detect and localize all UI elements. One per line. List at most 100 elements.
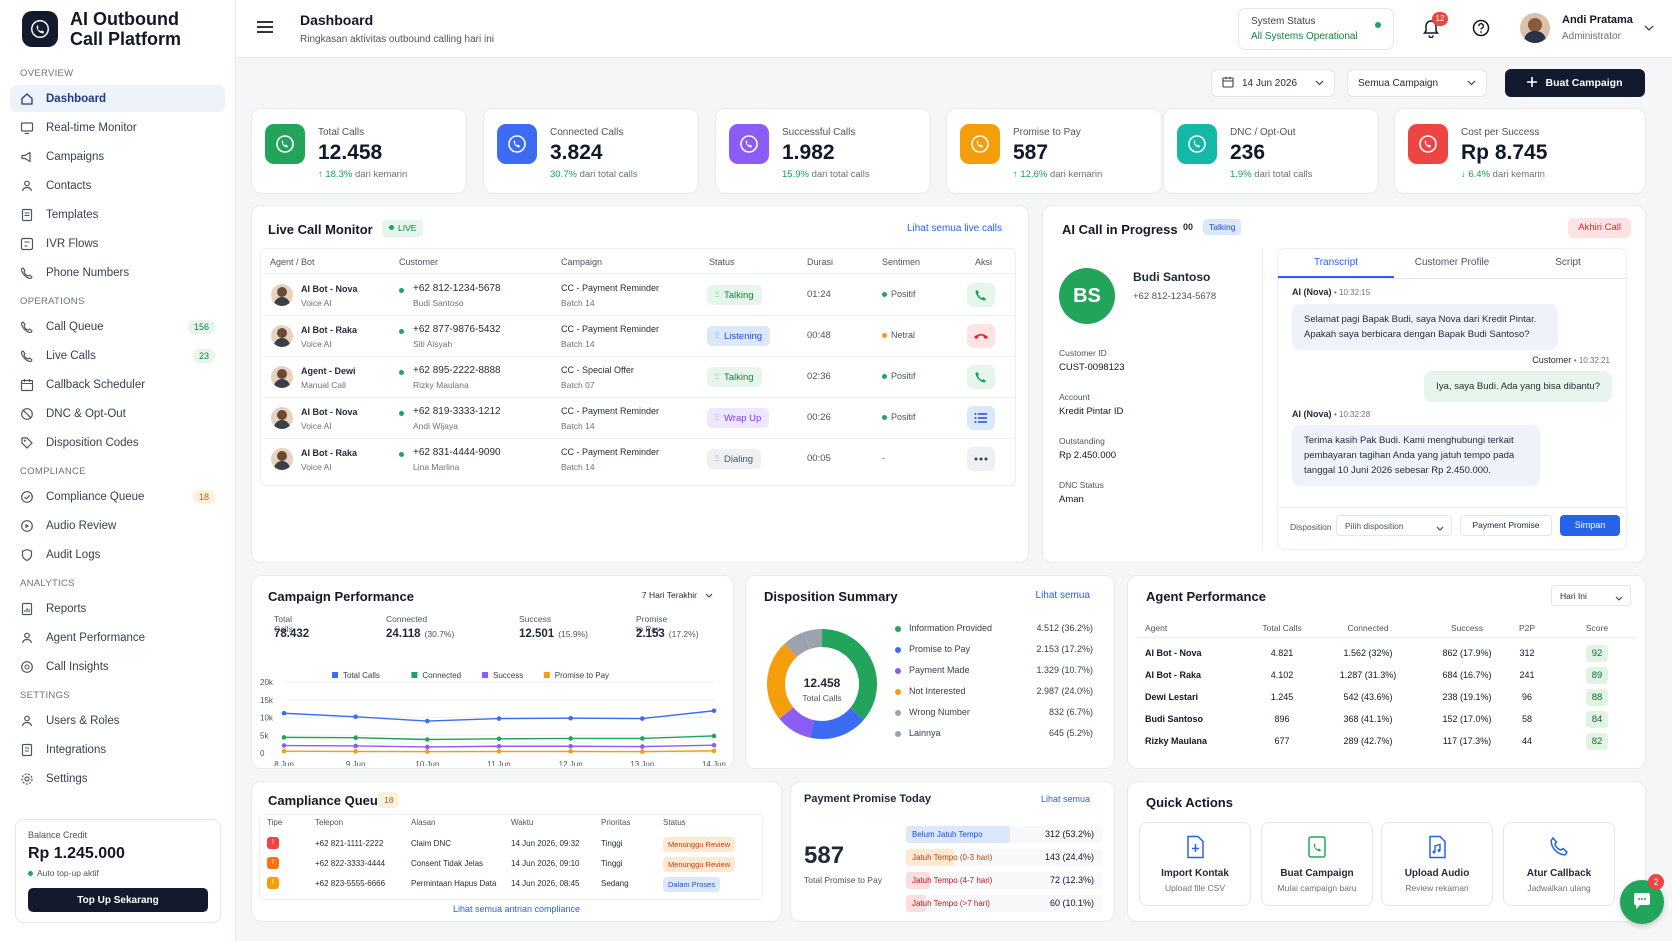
- more-icon-button[interactable]: [967, 447, 995, 471]
- kpi-card[interactable]: Promise to Pay 587 ↑ 12.6% dari kemarin: [946, 108, 1162, 194]
- user-name[interactable]: Andi Pratama: [1562, 14, 1633, 26]
- balance-label: Balance Credit: [28, 830, 88, 840]
- table-row[interactable]: AI Bot - Raka Voice AI +62 831-4444-9090 Li…: [261, 439, 1015, 480]
- nav-item-realtime-monitor[interactable]: Real-time Monitor: [10, 114, 225, 141]
- upload-audio-button[interactable]: Upload Audio Review rekaman: [1381, 822, 1493, 906]
- nav-item-call-queue[interactable]: Call Queue 156: [10, 313, 225, 340]
- nav-item-compliance-queue[interactable]: Compliance Queue 18: [10, 483, 225, 510]
- nav-item-disposition-codes[interactable]: Disposition Codes: [10, 429, 225, 456]
- chevron-down-icon[interactable]: [1644, 22, 1654, 34]
- nav-item-settings[interactable]: Settings: [10, 765, 225, 792]
- table-row[interactable]: AI Bot - Nova Voice AI +62 819-3333-1212 An…: [261, 398, 1015, 439]
- compliance-status[interactable]: Dalam Proses: [663, 877, 721, 892]
- topup-button[interactable]: Top Up Sekarang: [28, 888, 208, 912]
- nav-item-label: Templates: [46, 208, 99, 221]
- data-point: [568, 749, 573, 754]
- agent-range-select[interactable]: Hari Ini: [1551, 585, 1631, 606]
- compliance-phone: +62 821-1111-2222: [315, 839, 384, 848]
- online-dot-icon: [399, 452, 404, 457]
- end-call-button[interactable]: Akhiri Call: [1568, 218, 1631, 238]
- campaign-name: CC - Payment Reminder: [561, 406, 660, 416]
- kpi-card[interactable]: Connected Calls 3.824 30.7% dari total cal…: [483, 108, 699, 194]
- kpi-card[interactable]: Cost per Success Rp 8.745 ↓ 6.4% dari kema…: [1394, 108, 1646, 194]
- nav-item-dnc-opt-out[interactable]: DNC & Opt-Out: [10, 400, 225, 427]
- compliance-view-all-link[interactable]: Lihat semua antrian compliance: [452, 904, 581, 914]
- kpi-note: dari total calls: [808, 169, 870, 180]
- system-status-value: All Systems Operational: [1251, 31, 1358, 42]
- campaign-range-select[interactable]: 7 Hari Terakhir: [642, 590, 713, 600]
- promise-bucket: Belum Jatuh Tempo: [912, 830, 983, 839]
- nav-item-integrations[interactable]: Integrations: [10, 736, 225, 763]
- kpi-delta: 1.9%: [1230, 169, 1252, 180]
- schedule-callback-button[interactable]: Atur Callback Jadwalkan ulang: [1503, 822, 1615, 906]
- brand[interactable]: AI Outbound Call Platform: [0, 0, 235, 58]
- legend-label: Success: [493, 671, 523, 680]
- disposition-view-all-link[interactable]: Lihat semua: [1035, 590, 1090, 601]
- help-icon[interactable]: [1472, 19, 1490, 40]
- promise-row[interactable]: Jatuh Tempo (0-3 hari) 143 (24.4%): [906, 849, 1102, 866]
- tab-customer-profile[interactable]: Customer Profile: [1414, 257, 1490, 268]
- campaign-select[interactable]: Semua Campaign: [1347, 69, 1487, 97]
- agent-icon: [20, 631, 34, 645]
- kpi-card[interactable]: Total Calls 12.458 ↑ 18.3% dari kemarin: [251, 108, 467, 194]
- date-picker[interactable]: 14 Jun 2026: [1211, 69, 1335, 97]
- nav-item-contacts[interactable]: Contacts: [10, 172, 225, 199]
- legend-dot-icon: [895, 626, 901, 632]
- compliance-status[interactable]: Menunggu Review: [663, 857, 736, 872]
- tab-script[interactable]: Script: [1555, 257, 1581, 268]
- disposition-select[interactable]: Pilih disposition: [1336, 515, 1452, 536]
- nav-item-audit-logs[interactable]: Audit Logs: [10, 541, 225, 568]
- nav-item-users-roles[interactable]: Users & Roles: [10, 707, 225, 734]
- nav-item-reports[interactable]: Reports: [10, 595, 225, 622]
- agent-metric: 44: [1521, 736, 1532, 746]
- kpi-subtext: 30.7% dari total calls: [550, 169, 638, 180]
- data-point: [496, 716, 502, 721]
- kpi-card[interactable]: DNC / Opt-Out 236 1.9% dari total calls: [1163, 108, 1379, 194]
- table-row[interactable]: Agent - Dewi Manual Call +62 895-2222-8888…: [261, 357, 1015, 398]
- legend-label: Total Calls: [343, 671, 380, 680]
- list-icon-button[interactable]: [967, 406, 995, 430]
- call-icon-button[interactable]: [967, 365, 995, 389]
- chevron-down-icon: [1467, 78, 1476, 89]
- save-button[interactable]: Simpan: [1560, 515, 1620, 536]
- nav-item-audio-review[interactable]: Audio Review: [10, 512, 225, 539]
- compliance-status[interactable]: Menunggu Review: [663, 837, 736, 852]
- avatar[interactable]: [1520, 13, 1550, 43]
- create-campaign-quick-button[interactable]: Buat Campaign Mulai campaign baru: [1261, 822, 1373, 906]
- agent-metric: 117 (17.3%): [1442, 736, 1492, 746]
- payment-promise-button[interactable]: Payment Promise: [1460, 515, 1552, 536]
- call-icon-button[interactable]: [967, 283, 995, 307]
- menu-icon[interactable]: [256, 20, 274, 37]
- import-contacts-button[interactable]: Import Kontak Upload file CSV: [1139, 822, 1251, 906]
- score-badge: 82: [1586, 733, 1608, 750]
- compliance-queue-title: Campliance Queue: [268, 793, 386, 808]
- nav-item-call-insights[interactable]: Call Insights: [10, 653, 225, 680]
- system-status[interactable]: System Status All Systems Operational: [1238, 8, 1394, 50]
- nav-item-phone-numbers[interactable]: Phone Numbers: [10, 259, 225, 286]
- agent-type: Voice AI: [301, 339, 332, 349]
- promise-row[interactable]: Jatuh Tempo (>7 hari) 60 (10.1%): [906, 895, 1102, 912]
- legend-swatch: [411, 672, 418, 678]
- promise-row[interactable]: Jatuh Tempo (4-7 hari) 72 (12.3%): [906, 872, 1102, 889]
- nav-item-dashboard[interactable]: Dashboard: [10, 85, 225, 112]
- nav-item-live-calls[interactable]: Live Calls 23: [10, 342, 225, 369]
- kpi-card[interactable]: Successful Calls 1.982 15.9% dari total ca…: [715, 108, 931, 194]
- customer-name: Siti Aisyah: [413, 339, 453, 349]
- chat-icon: [1632, 892, 1652, 913]
- create-campaign-button[interactable]: Buat Campaign: [1505, 69, 1645, 97]
- nav-item-templates[interactable]: Templates: [10, 201, 225, 228]
- hangup-icon-button[interactable]: [967, 324, 995, 348]
- page-subtitle: Ringkasan aktivitas outbound calling har…: [300, 34, 495, 45]
- table-row[interactable]: AI Bot - Nova Voice AI +62 812-1234-5678 Bu…: [261, 275, 1015, 316]
- payment-promise-view-all-link[interactable]: Lihat semua: [1040, 794, 1090, 804]
- agent-metric: 289 (42.7%): [1343, 736, 1393, 746]
- transcript-meta: AI (Nova) • 10:32:15: [1292, 287, 1371, 297]
- nav-item-campaigns[interactable]: Campaigns: [10, 143, 225, 170]
- promise-row[interactable]: Belum Jatuh Tempo 312 (53.2%): [906, 826, 1102, 843]
- nav-item-ivr-flows[interactable]: IVR Flows: [10, 230, 225, 257]
- nav-item-agent-performance[interactable]: Agent Performance: [10, 624, 225, 651]
- tab-transcript[interactable]: Transcript: [1278, 249, 1394, 278]
- table-row[interactable]: AI Bot - Raka Voice AI +62 877-9876-5432 Si…: [261, 316, 1015, 357]
- nav-item-callback-scheduler[interactable]: Callback Scheduler: [10, 371, 225, 398]
- view-all-live-calls-link[interactable]: Lihat semua live calls: [906, 223, 1002, 234]
